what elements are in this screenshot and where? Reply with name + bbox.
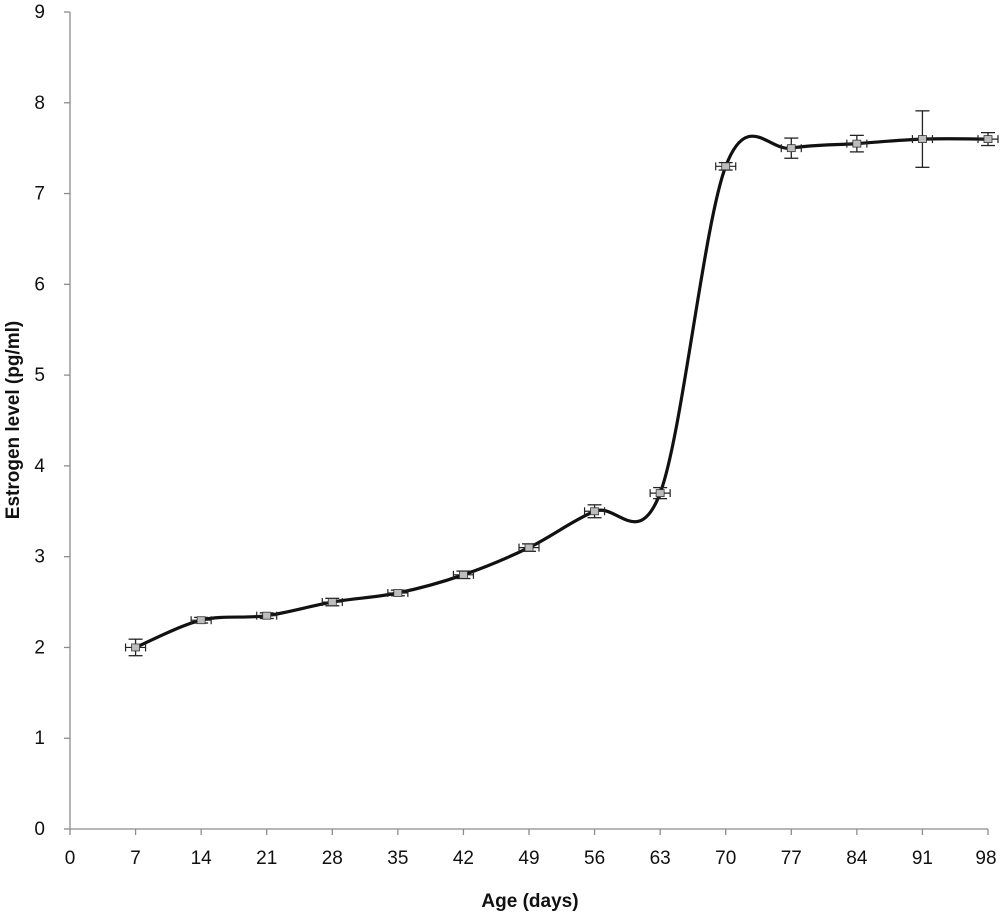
data-marker [918,135,927,143]
x-tick-label: 14 [191,848,213,869]
data-point [124,638,147,657]
x-tick-label: 84 [846,848,868,869]
y-tick-label: 9 [34,2,45,23]
data-point [911,110,934,168]
y-tick-label: 8 [34,93,45,114]
data-marker [131,643,140,652]
data-marker [196,616,206,625]
y-axis: 0 1 2 3 4 5 6 7 8 9 [34,2,71,840]
data-marker [459,570,468,579]
data-point [518,543,540,552]
x-tick-label: 35 [387,848,408,869]
y-tick-label: 4 [34,456,45,477]
data-point [715,161,737,171]
x-tick-label: 28 [322,848,343,869]
series-line [133,134,990,650]
data-marker [393,589,403,597]
data-point [583,504,606,519]
data-point [649,486,671,500]
data-marker [983,135,993,143]
data-point [321,597,343,607]
series-estrogen [124,110,999,657]
data-marker [655,489,665,498]
x-tick-label: 70 [715,848,736,869]
x-tick-label: 7 [130,848,141,869]
x-tick-label: 21 [256,848,277,869]
x-tick-label: 42 [453,848,474,869]
y-tick-label: 3 [34,547,45,568]
data-marker [786,144,796,153]
data-marker [262,611,272,620]
x-tick-label: 0 [65,848,76,869]
data-point [977,131,999,147]
data-point [190,616,212,625]
y-tick-label: 5 [34,365,45,386]
data-marker [721,162,731,171]
x-tick-label: 49 [518,848,539,869]
y-tick-label: 7 [34,184,45,205]
data-point [387,588,409,597]
x-axis-title: Age (days) [481,891,578,912]
y-tick-label: 6 [34,274,45,295]
x-tick-label: 98 [975,848,996,869]
data-marker [524,543,534,552]
data-point [256,611,278,620]
data-marker [327,598,337,606]
y-tick-label: 1 [34,728,45,749]
x-tick-label: 63 [650,848,671,869]
data-marker [590,507,599,516]
data-point [452,570,475,580]
x-tick-label: 56 [584,848,605,869]
x-tick-label: 91 [912,848,933,869]
x-axis: 0 7 14 21 28 35 42 49 56 63 70 77 84 91 98 [65,828,997,869]
data-marker [852,139,862,148]
y-tick-label: 2 [34,637,45,658]
y-axis-title: Estrogen level (pg/ml) [3,321,24,519]
data-point [780,137,802,159]
y-tick-label: 0 [34,819,45,840]
x-tick-label: 77 [781,848,802,869]
data-point [846,134,868,153]
